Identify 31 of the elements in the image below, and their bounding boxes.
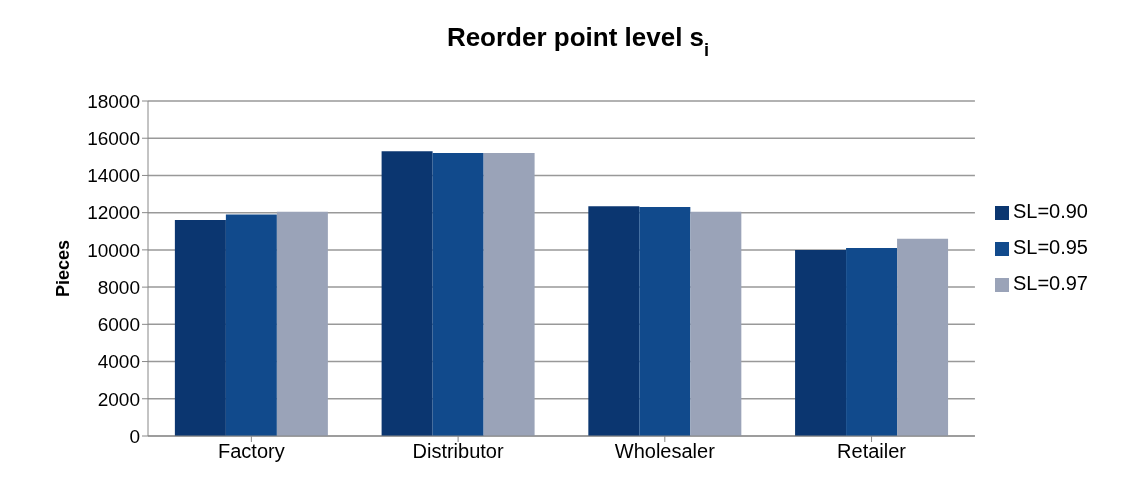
y-tick-label: 14000	[87, 165, 140, 187]
y-tick-label: 18000	[87, 90, 140, 112]
bar	[381, 151, 433, 436]
x-tick-label: Distributor	[412, 440, 504, 463]
y-tick-label: 4000	[97, 351, 140, 373]
y-tick-label: 2000	[97, 388, 140, 410]
bar	[276, 211, 328, 436]
bar	[483, 153, 535, 436]
bar	[174, 220, 226, 436]
bar	[897, 238, 949, 436]
bar	[225, 214, 277, 436]
bar	[639, 207, 691, 436]
x-tick-label: Factory	[218, 440, 285, 463]
bar	[432, 153, 484, 436]
y-axis-title: Pieces	[53, 239, 74, 298]
y-tick-label: 8000	[97, 276, 140, 298]
bar	[588, 206, 640, 436]
y-tick-label: 6000	[97, 314, 140, 336]
bar	[690, 211, 742, 436]
y-tick-label: 10000	[87, 239, 140, 261]
legend-label: SL=0.95	[1012, 236, 1088, 258]
y-tick-label: 16000	[87, 127, 140, 149]
x-tick-label: Retailer	[837, 440, 907, 463]
legend-label: SL=0.97	[1012, 272, 1088, 294]
chart-title: Reorder point level s$_{i}$	[446, 22, 710, 60]
y-tick-label: 12000	[87, 202, 140, 224]
legend-label: SL=0.90	[1012, 200, 1088, 222]
x-tick-label: Wholesaler	[614, 440, 716, 463]
bar	[795, 249, 847, 436]
y-tick-label: 0	[129, 425, 140, 447]
bar	[846, 248, 898, 436]
